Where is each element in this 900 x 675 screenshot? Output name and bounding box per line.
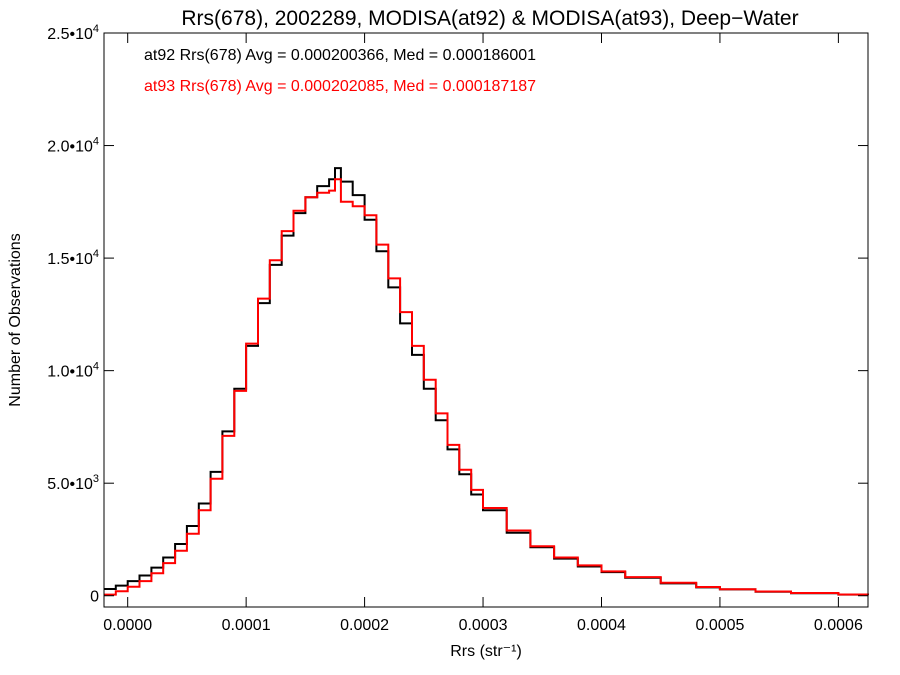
legend-entry-at92: at92 Rrs(678) Avg = 0.000200366, Med = 0… <box>144 47 536 64</box>
y-axis: 0 5.0•103 1.0•104 1.5•104 2.0•104 2.5•104 <box>47 23 868 606</box>
y-tick-label: 5.0•103 <box>47 473 99 493</box>
x-tick-label: 0.0006 <box>814 617 863 634</box>
x-tick-label: 0.0004 <box>577 617 626 634</box>
legend-entry-at93: at93 Rrs(678) Avg = 0.000202085, Med = 0… <box>144 78 536 95</box>
y-tick-label: 1.0•104 <box>47 361 99 381</box>
x-tick-label: 0.0005 <box>695 617 744 634</box>
x-axis-label: Rrs (str⁻¹) <box>450 643 522 660</box>
x-tick-label: 0.0002 <box>340 617 389 634</box>
x-tick-label: 0.0001 <box>222 617 271 634</box>
series-line-at92 <box>104 167 869 596</box>
y-tick-label: 1.5•104 <box>47 248 99 268</box>
legend: at92 Rrs(678) Avg = 0.000200366, Med = 0… <box>144 47 536 95</box>
chart-title: Rrs(678), 2002289, MODISA(at92) & MODISA… <box>181 7 798 30</box>
x-tick-label: 0.0000 <box>103 617 152 634</box>
y-axis-label: Number of Observations <box>7 233 24 406</box>
x-axis: 0.0000 0.0001 0.0002 0.0003 0.0004 0.0005 0.00… <box>103 33 863 634</box>
y-tick-label: 2.0•104 <box>47 136 99 156</box>
y-tick-label: 0 <box>90 589 99 606</box>
plot-frame <box>103 32 869 608</box>
series-layer <box>104 167 869 596</box>
y-tick-label: 2.5•104 <box>47 23 99 43</box>
series-line-at93 <box>104 178 869 596</box>
x-tick-label: 0.0003 <box>459 617 508 634</box>
